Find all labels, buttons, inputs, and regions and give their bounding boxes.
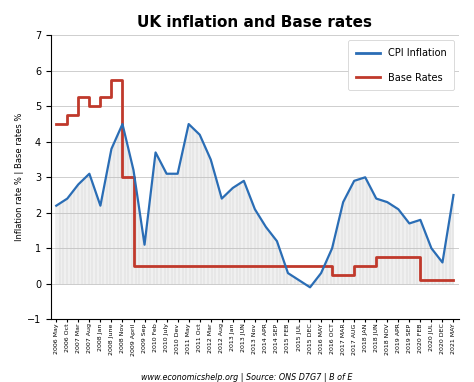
Y-axis label: Inflation rate % | Base rates %: Inflation rate % | Base rates % (15, 113, 24, 241)
Legend: CPI Inflation, Base Rates: CPI Inflation, Base Rates (348, 40, 454, 90)
Title: UK inflation and Base rates: UK inflation and Base rates (137, 15, 373, 30)
Text: www.economicshelp.org | Source: ONS D7G7 | B of E: www.economicshelp.org | Source: ONS D7G7… (141, 373, 352, 382)
